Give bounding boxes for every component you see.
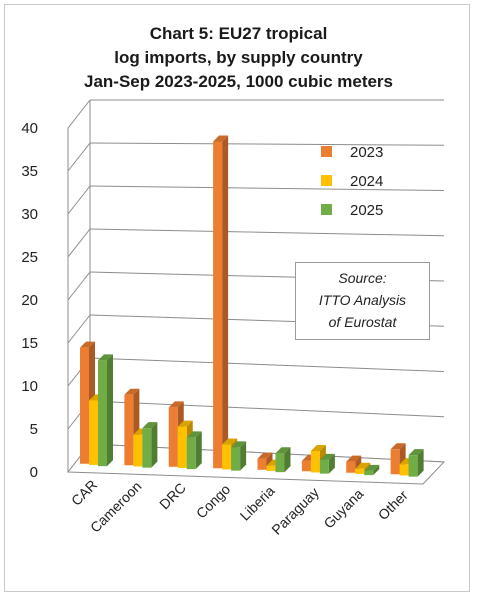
bar-Paraguay-2023 bbox=[302, 461, 311, 471]
y-tick-label: 15 bbox=[21, 335, 38, 352]
bar-Guyana-2024 bbox=[355, 469, 364, 474]
bar-Other-2025 bbox=[409, 455, 418, 477]
bar-Guyana-2023 bbox=[346, 462, 355, 473]
legend-swatch-2024 bbox=[321, 175, 332, 186]
side-gridline bbox=[68, 315, 90, 343]
x-category-label: Paraguay bbox=[268, 484, 322, 538]
legend-label-2024: 2024 bbox=[350, 173, 383, 190]
bar-CAR-2024 bbox=[89, 400, 98, 465]
x-category-label: Liberia bbox=[237, 482, 278, 523]
source-note-line-1: Source: bbox=[296, 267, 429, 289]
gridline bbox=[90, 143, 444, 145]
legend-swatch-2023 bbox=[321, 146, 332, 157]
bar-Liberia-2024 bbox=[267, 466, 276, 471]
bar-Guyana-2025 bbox=[364, 471, 373, 475]
y-tick-label: 20 bbox=[21, 292, 38, 309]
y-tick-label: 10 bbox=[21, 378, 38, 395]
side-gridline bbox=[68, 143, 90, 171]
bar-Congo-2025 bbox=[231, 447, 240, 470]
x-category-label: DRC bbox=[156, 480, 189, 513]
bar-DRC-2023 bbox=[169, 407, 178, 466]
x-category-label: Other bbox=[375, 487, 411, 523]
side-gridline bbox=[68, 229, 90, 257]
legend-label-2023: 2023 bbox=[350, 144, 383, 161]
bar-side bbox=[107, 354, 113, 466]
bar-Paraguay-2025 bbox=[320, 460, 329, 474]
bar-DRC-2024 bbox=[178, 427, 187, 468]
bar-Cameroon-2025 bbox=[142, 428, 151, 468]
bar-Liberia-2023 bbox=[258, 459, 267, 470]
bar-side bbox=[222, 135, 228, 468]
side-gridline bbox=[68, 100, 90, 128]
bar-DRC-2025 bbox=[187, 437, 196, 469]
y-tick-label: 40 bbox=[21, 120, 38, 137]
bar-Cameroon-2024 bbox=[133, 435, 142, 467]
legend-label-2025: 2025 bbox=[350, 202, 383, 219]
bar-CAR-2023 bbox=[80, 348, 89, 464]
source-note-line-3: of Eurostat bbox=[296, 311, 429, 333]
bar-side bbox=[151, 422, 157, 468]
y-tick-label: 5 bbox=[30, 421, 38, 438]
bar-Other-2024 bbox=[400, 464, 409, 475]
bar-Cameroon-2023 bbox=[124, 395, 133, 466]
side-gridline bbox=[68, 272, 90, 300]
side-gridline bbox=[68, 186, 90, 214]
bar-Other-2023 bbox=[391, 449, 400, 474]
legend-swatch-2025 bbox=[321, 204, 332, 215]
gridline bbox=[90, 186, 444, 191]
bar-Congo-2024 bbox=[222, 445, 231, 470]
bar-Congo-2023 bbox=[213, 141, 222, 468]
source-note-box: Source: ITTO Analysis of Eurostat bbox=[295, 262, 430, 340]
bar-Paraguay-2024 bbox=[311, 451, 320, 473]
y-tick-label: 30 bbox=[21, 206, 38, 223]
y-tick-label: 25 bbox=[21, 249, 38, 266]
bar-CAR-2025 bbox=[98, 360, 107, 466]
source-note-line-2: ITTO Analysis bbox=[296, 289, 429, 311]
gridline bbox=[90, 401, 444, 417]
x-category-label: Congo bbox=[193, 481, 234, 522]
y-tick-label: 0 bbox=[30, 464, 38, 481]
bar-Liberia-2025 bbox=[276, 453, 285, 472]
y-tick-label: 35 bbox=[21, 163, 38, 180]
x-category-label: Guyana bbox=[320, 485, 366, 531]
gridline bbox=[90, 229, 444, 236]
bar-side bbox=[196, 431, 202, 469]
x-category-label: CAR bbox=[68, 477, 100, 509]
gridline bbox=[90, 358, 444, 372]
